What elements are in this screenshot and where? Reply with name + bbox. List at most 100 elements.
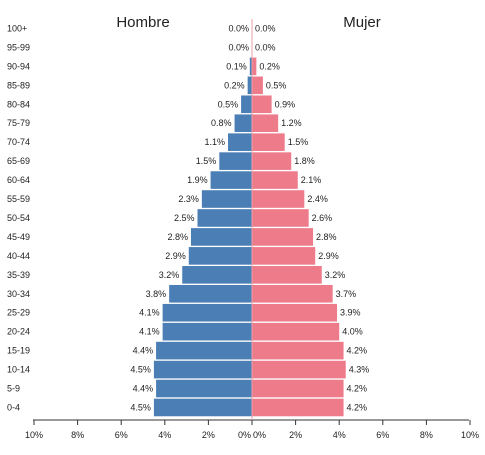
female-value-80-84: 0.9% [275,99,296,109]
male-value-65-69: 1.5% [196,156,217,166]
value-labels-group: 0.0% 0.0% 0.0% 0.0% 0.1% 0.2% 0.2% 0.5% 0.5% 0.9%… [130,23,369,412]
age-label-90-94: 90-94 [7,61,30,71]
age-label-20-24: 20-24 [7,327,30,337]
female-title: Mujer [343,14,381,31]
tick-label-left-2: 2% [202,430,215,440]
female-bar-15-19 [252,341,344,360]
female-value-65-69: 1.8% [294,156,315,166]
tick-label-left-0: 0% [238,430,251,440]
female-value-90-94: 0.2% [259,61,280,71]
tick-label-right-0: 0% [253,430,266,440]
tick-label-right-10: 10% [461,430,479,440]
age-label-100plus: 100+ [7,23,27,33]
male-value-10-14: 4.5% [130,365,151,375]
tick-label-right-2: 2% [289,430,302,440]
tick-label-right-8: 8% [420,430,433,440]
age-label-45-49: 45-49 [7,232,30,242]
male-bar-0-4 [153,398,252,417]
female-value-10-14: 4.3% [349,365,370,375]
female-value-55-59: 2.4% [307,194,328,204]
tick-label-right-6: 6% [376,430,389,440]
age-label-95-99: 95-99 [7,42,30,52]
age-label-80-84: 80-84 [7,99,30,109]
female-value-5-9: 4.2% [347,384,368,394]
male-bar-25-29 [162,303,252,322]
female-value-95-99: 0.0% [255,42,276,52]
x-axis: 10% 8% 6% 4% 2% 0% 0% 2% 4% 6% 8% 10% [25,19,479,440]
female-value-30-34: 3.7% [336,289,357,299]
male-bar-80-84 [241,95,252,114]
tick-label-left-4: 4% [158,430,171,440]
male-bar-60-64 [210,171,252,189]
male-value-75-79: 0.8% [211,118,232,128]
female-value-100plus: 0.0% [255,23,276,33]
female-bar-90-94 [252,57,257,76]
male-value-95-99: 0.0% [228,42,249,52]
male-value-60-64: 1.9% [187,175,208,185]
female-bar-55-59 [252,190,305,208]
female-value-75-79: 1.2% [281,118,302,128]
male-bar-90-94 [249,57,252,76]
male-value-100plus: 0.0% [228,23,249,33]
male-value-50-54: 2.5% [174,213,195,223]
age-label-25-29: 25-29 [7,308,30,318]
female-bar-50-54 [252,209,309,227]
male-bar-30-34 [169,284,252,303]
age-label-65-69: 65-69 [7,156,30,166]
female-value-70-74: 1.5% [288,137,309,147]
male-bar-10-14 [153,360,252,379]
male-value-20-24: 4.1% [139,327,160,337]
female-value-85-89: 0.5% [266,80,287,90]
age-label-10-14: 10-14 [7,365,30,375]
male-bar-85-89 [247,76,252,95]
age-label-50-54: 50-54 [7,213,30,223]
female-bar-75-79 [252,114,279,133]
female-bar-35-39 [252,266,322,284]
male-value-90-94: 0.1% [226,61,247,71]
male-value-25-29: 4.1% [139,308,160,318]
female-value-60-64: 2.1% [301,175,322,185]
female-value-50-54: 2.6% [312,213,333,223]
male-value-55-59: 2.3% [178,194,199,204]
male-bar-75-79 [234,114,252,133]
female-bar-25-29 [252,303,338,322]
female-bar-10-14 [252,360,346,379]
age-labels-group: 100+ 95-99 90-94 85-89 80-84 75-79 70-74 65-69 6… [7,23,30,412]
male-bar-45-49 [190,228,252,246]
male-value-0-4: 4.5% [130,402,151,412]
tick-label-left-6: 6% [115,430,128,440]
female-bar-0-4 [252,398,344,417]
age-label-0-4: 0-4 [7,402,20,412]
female-value-40-44: 2.9% [318,251,339,261]
male-bar-15-19 [156,341,252,360]
female-bar-80-84 [252,95,272,114]
female-bar-70-74 [252,133,285,151]
female-bar-65-69 [252,152,292,170]
age-label-60-64: 60-64 [7,175,30,185]
male-value-5-9: 4.4% [133,384,154,394]
female-bar-60-64 [252,171,298,189]
age-label-5-9: 5-9 [7,384,20,394]
tick-label-left-10: 10% [25,430,43,440]
male-bar-70-74 [228,133,252,151]
female-value-35-39: 3.2% [325,270,346,280]
female-bar-30-34 [252,284,333,303]
male-value-35-39: 3.2% [159,270,180,280]
male-bar-40-44 [188,247,252,265]
male-title: Hombre [116,14,169,31]
male-value-40-44: 2.9% [165,251,186,261]
male-value-70-74: 1.1% [205,137,226,147]
male-value-30-34: 3.8% [146,289,167,299]
female-bar-40-44 [252,247,316,265]
female-bar-5-9 [252,379,344,398]
female-value-0-4: 4.2% [347,402,368,412]
male-bar-55-59 [201,190,252,208]
male-value-45-49: 2.8% [167,232,188,242]
age-label-15-19: 15-19 [7,346,30,356]
female-bar-45-49 [252,228,314,246]
age-label-70-74: 70-74 [7,137,30,147]
age-label-55-59: 55-59 [7,194,30,204]
female-value-25-29: 3.9% [340,308,361,318]
male-value-80-84: 0.5% [218,99,239,109]
